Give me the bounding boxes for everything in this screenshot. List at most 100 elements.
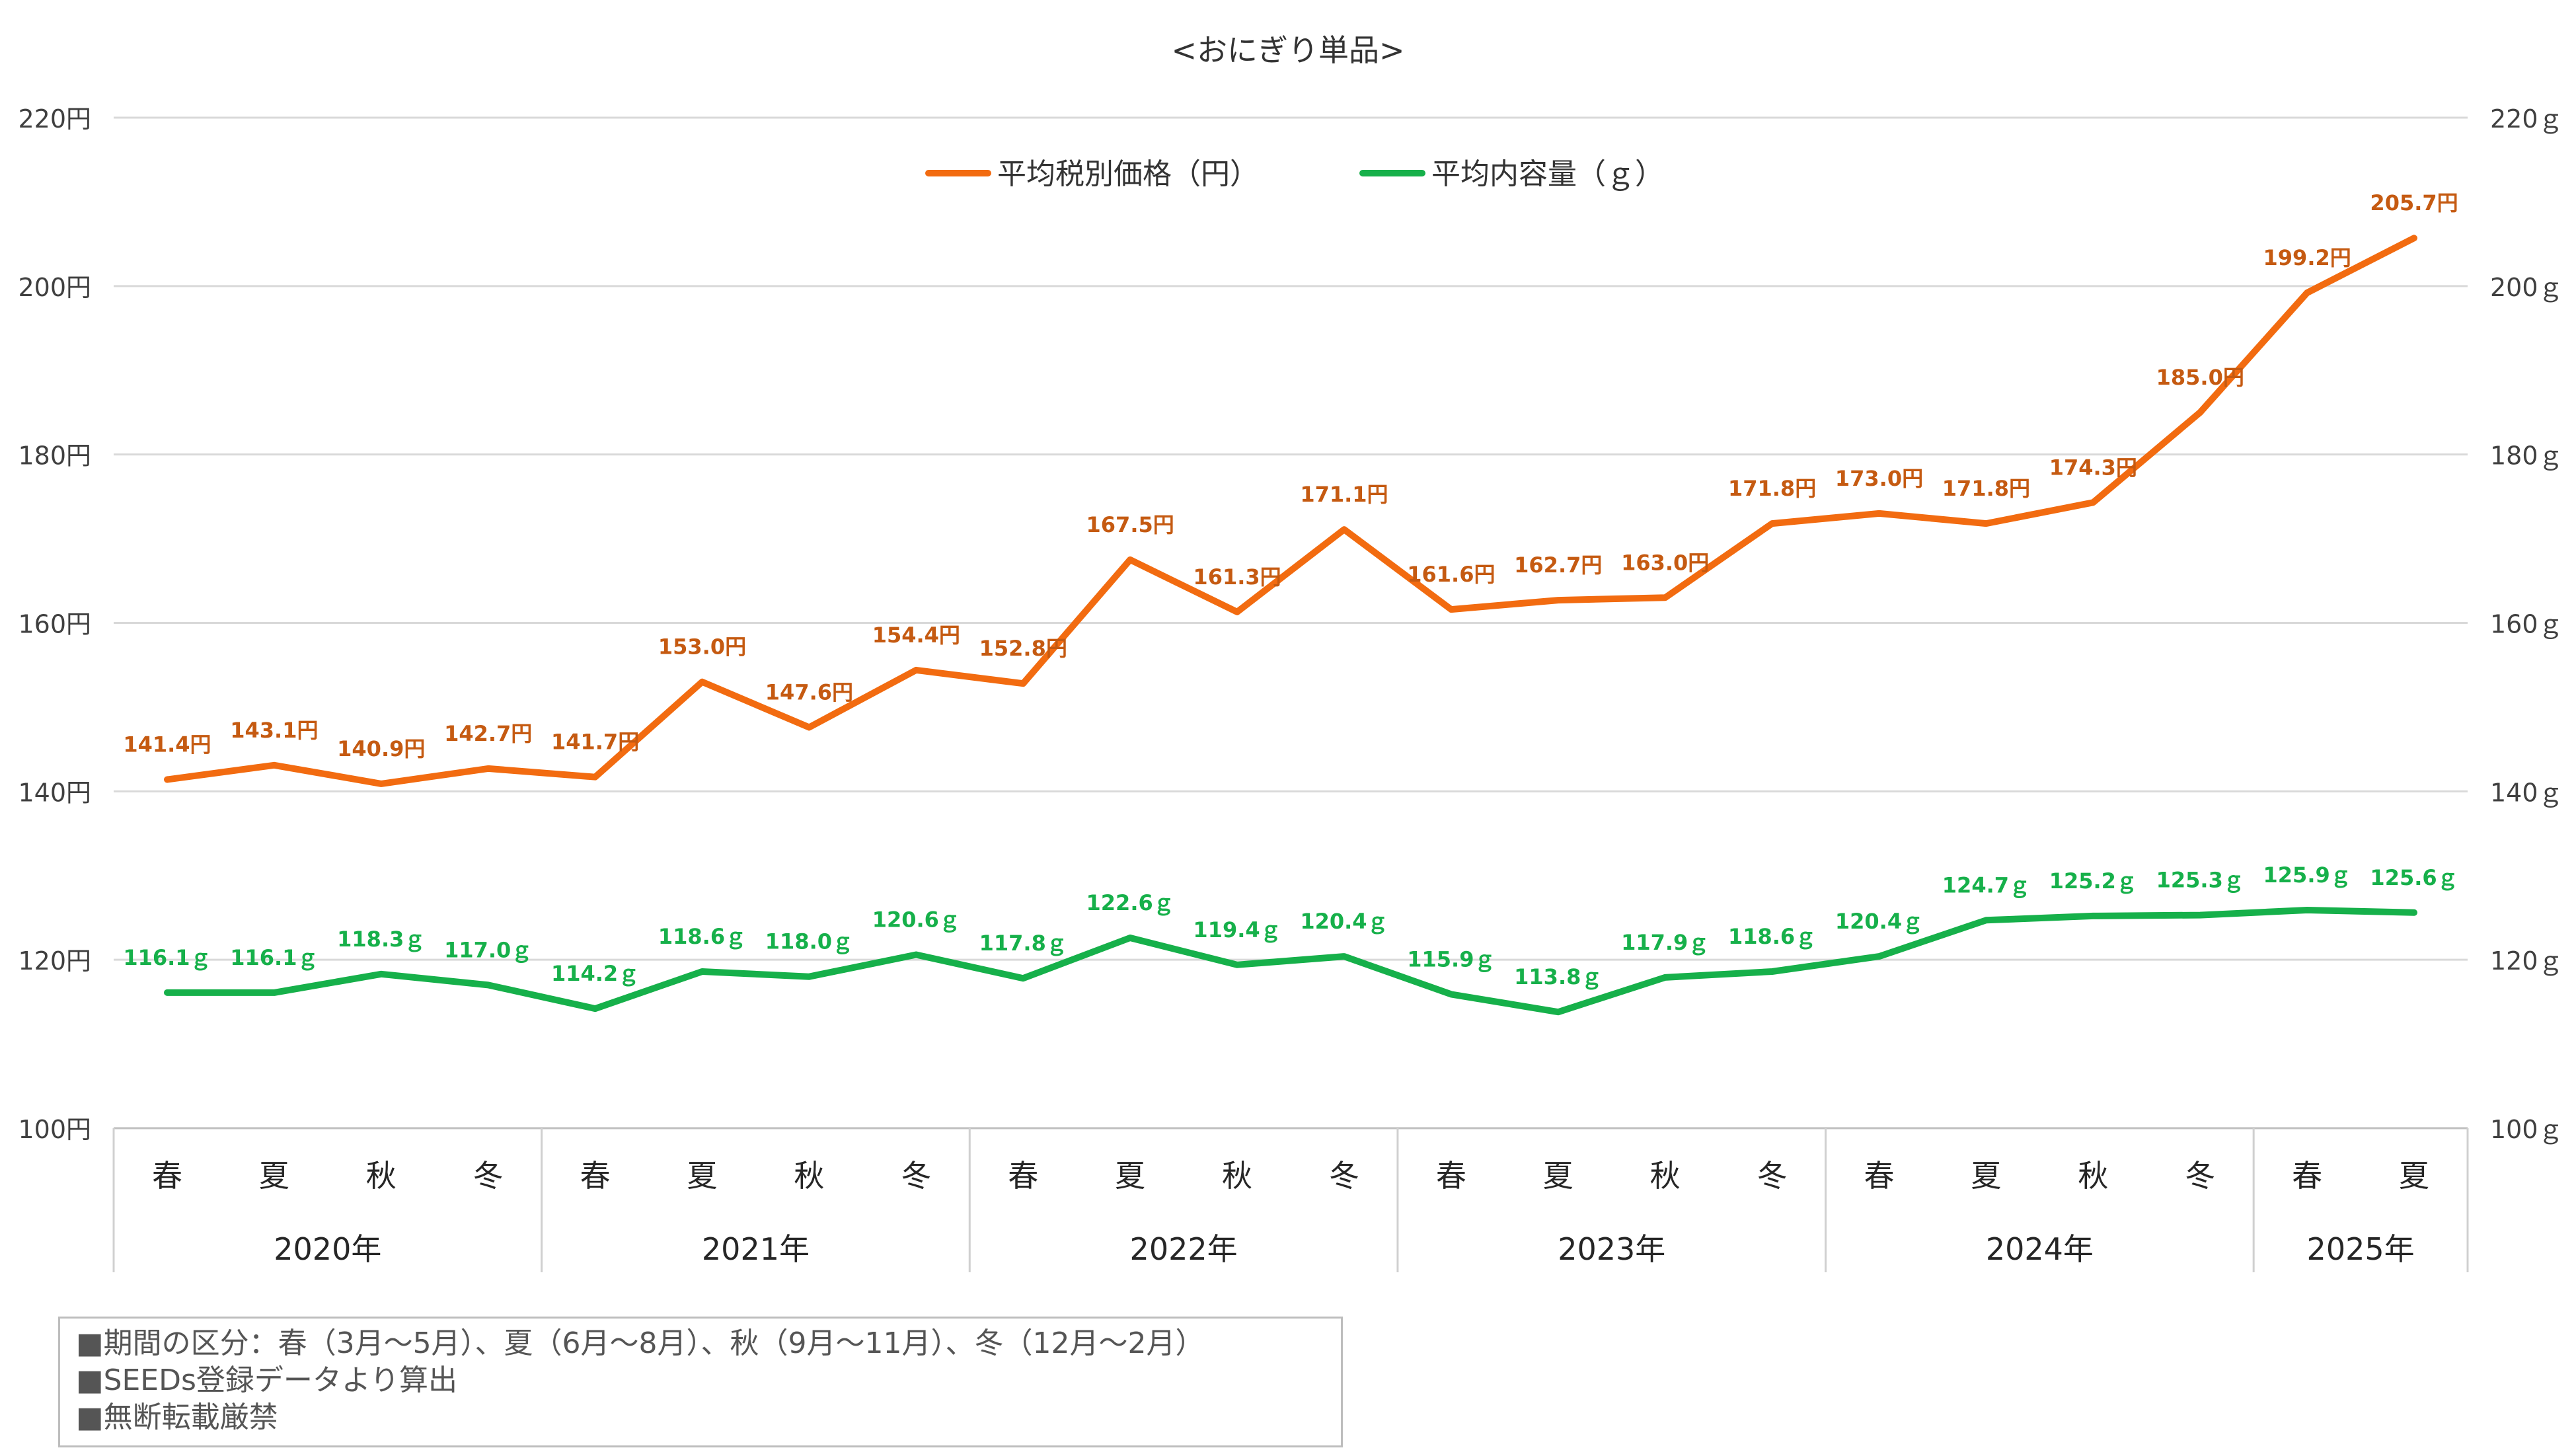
data-point [915, 954, 917, 956]
data-point [1878, 512, 1880, 514]
x-year-label: 2025年 [2307, 1231, 2415, 1267]
x-season-label: 秋 [1222, 1158, 1252, 1194]
data-point [1022, 683, 1024, 685]
data-label: 171.1円 [1300, 482, 1388, 507]
data-label: 141.4円 [123, 732, 211, 757]
data-label: 152.8円 [979, 636, 1067, 661]
data-label: 120.4ｇ [1300, 909, 1388, 934]
x-season-label: 春 [2292, 1158, 2322, 1194]
data-point [2092, 502, 2094, 504]
chart-title: <おにぎり単品> [1171, 32, 1404, 68]
data-point [1985, 919, 1987, 921]
data-point [1771, 523, 1773, 525]
x-season-label: 冬 [2185, 1158, 2215, 1194]
data-label: 117.9ｇ [1621, 930, 1709, 955]
data-label: 118.6ｇ [1728, 924, 1816, 949]
x-season-label: 冬 [473, 1158, 504, 1194]
x-season-label: 冬 [1329, 1158, 1359, 1194]
data-label: 118.0ｇ [765, 929, 853, 954]
y-axis-right: 100ｇ 120ｇ 140ｇ 160ｇ 180ｇ 200ｇ 220ｇ [2490, 104, 2563, 1144]
data-label: 116.1ｇ [123, 945, 211, 970]
y-left-tick-label: 140円 [18, 778, 91, 807]
x-season-label: 春 [1436, 1158, 1466, 1194]
legend: 平均税別価格（円） 平均内容量（ｇ） [925, 157, 1664, 191]
y-right-tick-label: 220ｇ [2490, 104, 2563, 134]
data-label: 125.9ｇ [2263, 862, 2351, 888]
x-season-label: 春 [1008, 1158, 1038, 1194]
y-right-tick-label: 140ｇ [2490, 778, 2563, 807]
y-left-tick-label: 220円 [18, 104, 91, 134]
data-point [594, 776, 596, 778]
y-axis-left: 100円 120円 140円 160円 180円 200円 220円 [18, 104, 91, 1144]
note-source: ■SEEDs登録データより算出 [76, 1363, 458, 1397]
data-point [1236, 611, 1238, 613]
data-point [1664, 597, 1666, 599]
data-label: 173.0円 [1835, 466, 1923, 491]
x-year-label: 2021年 [702, 1231, 810, 1267]
data-point [1771, 971, 1773, 973]
data-point [2413, 911, 2415, 913]
data-point [1343, 529, 1345, 531]
y-left-tick-label: 180円 [18, 441, 91, 471]
data-label: 171.8円 [1728, 476, 1816, 501]
data-label: 163.0円 [1621, 550, 1709, 575]
data-label: 115.9ｇ [1407, 946, 1495, 972]
gridlines [114, 116, 2468, 1130]
x-season-label: 春 [1864, 1158, 1895, 1194]
x-season-label: 秋 [794, 1158, 824, 1194]
data-point [1129, 558, 1131, 560]
y-left-tick-label: 100円 [18, 1115, 91, 1144]
data-label: 125.6ｇ [2370, 865, 2458, 890]
data-point [273, 991, 275, 993]
data-label: 162.7円 [1514, 553, 1602, 578]
series-line-price [164, 235, 2417, 787]
data-label: 118.3ｇ [337, 927, 425, 952]
data-point [1878, 956, 1880, 958]
data-label: 167.5円 [1086, 512, 1174, 537]
data-label: 141.7円 [551, 730, 639, 755]
data-label: 119.4ｇ [1193, 917, 1281, 942]
legend-label: 平均税別価格（円） [997, 157, 1259, 191]
x-season-label: 夏 [1971, 1158, 2001, 1194]
data-point [1450, 993, 1452, 995]
data-point [701, 681, 703, 683]
data-point [1557, 599, 1559, 601]
x-axis: 2020年 2021年 2022年 2023年 2024年 2025年 春 夏 秋 冬 春 夏 秋 冬 春 夏… [112, 1128, 2469, 1272]
data-point [2092, 915, 2094, 917]
data-point [166, 779, 168, 781]
data-point [2199, 411, 2201, 413]
x-season-label: 秋 [366, 1158, 397, 1194]
data-point [808, 976, 810, 977]
y-right-tick-label: 200ｇ [2490, 273, 2563, 302]
data-point [2199, 914, 2201, 916]
data-point [1236, 964, 1238, 966]
data-label: 161.6円 [1407, 562, 1495, 587]
data-point [380, 783, 382, 785]
data-label: 117.0ｇ [444, 937, 532, 962]
y-right-tick-label: 100ｇ [2490, 1115, 2563, 1144]
y-left-tick-label: 200円 [18, 273, 91, 302]
data-label: 154.4円 [872, 623, 960, 648]
data-point [273, 764, 275, 766]
data-point [380, 973, 382, 975]
x-year-label: 2023年 [1558, 1231, 1665, 1267]
data-label: 120.4ｇ [1835, 909, 1923, 934]
data-label: 142.7円 [444, 721, 532, 746]
data-point [2306, 909, 2308, 911]
x-season-label: 夏 [2399, 1158, 2429, 1194]
series-layer: 141.4円 143.1円 140.9円 142.7円 141.7円 153.0円 147.… [123, 190, 2458, 1016]
x-season-label: 春 [580, 1158, 611, 1194]
y-left-tick-label: 120円 [18, 946, 91, 976]
data-point [2413, 237, 2415, 239]
data-point [1557, 1011, 1559, 1013]
data-label: 114.2ｇ [551, 961, 639, 986]
series-line-weight [164, 907, 2417, 1016]
data-label: 116.1ｇ [230, 945, 318, 970]
note-copyright: ■無断転載厳禁 [76, 1400, 278, 1434]
data-label: 161.3円 [1193, 564, 1281, 590]
data-point [915, 669, 917, 671]
data-label: 174.3円 [2049, 455, 2137, 480]
x-season-label: 秋 [1650, 1158, 1681, 1194]
x-year-label: 2024年 [1986, 1231, 2094, 1267]
